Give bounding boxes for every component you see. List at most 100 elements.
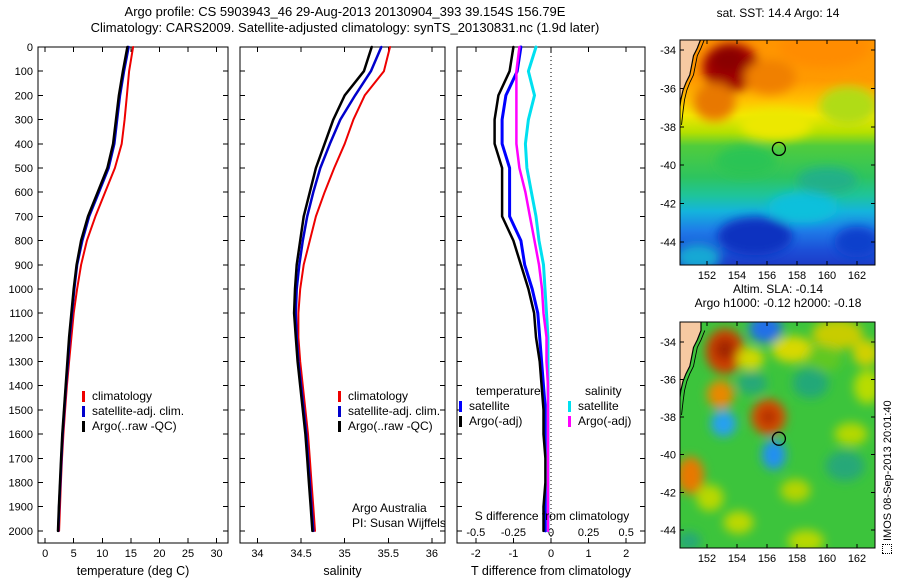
program-name: Argo Australia (352, 501, 427, 515)
svg-text:0.5: 0.5 (619, 527, 634, 539)
legend-label: Argo(..raw -QC) (348, 419, 433, 433)
svg-text:0: 0 (27, 42, 33, 54)
svg-text:160: 160 (818, 270, 836, 282)
legend-label: Argo(..raw -QC) (92, 419, 177, 433)
svg-text:-34: -34 (660, 45, 676, 57)
svg-text:156: 156 (758, 553, 776, 565)
program-pi: PI: Susan Wijffels (352, 515, 446, 530)
argo-line-swatch (82, 421, 85, 432)
program-annotation: Argo Australia PI: Susan Wijffels (352, 501, 446, 530)
imos-logo-glyph (882, 544, 892, 554)
temperature-profile-panel: 0 5 10 15 20 25 300100200300400500600700800900… (9, 42, 229, 560)
legend-label: climatology (92, 389, 153, 403)
svg-text:-36: -36 (660, 374, 676, 386)
legend-header-temperature: temperature (476, 384, 541, 398)
argo-t-line-swatch (459, 416, 462, 427)
svg-text:-2: -2 (471, 548, 481, 560)
sla-map: 152 154 156 158 160 162 -34 -36 -38 -40 -42 -44 (660, 321, 876, 565)
svg-text:35.5: 35.5 (378, 548, 399, 560)
profile-location-marker (771, 431, 787, 446)
figure-title-line2: Climatology: CARS2009. Satellite-adjuste… (90, 20, 600, 35)
legend-item-climatology: climatology (82, 389, 184, 404)
svg-text:100: 100 (15, 66, 33, 78)
svg-text:160: 160 (818, 553, 836, 565)
legend-item-climatology: climatology (338, 389, 440, 404)
svg-text:1800: 1800 (9, 478, 33, 490)
svg-text:800: 800 (15, 236, 33, 248)
legend-header-salinity: salinity (585, 384, 622, 398)
svg-text:-42: -42 (660, 487, 676, 499)
sst-map-title: sat. SST: 14.4 Argo: 14 (716, 6, 840, 20)
svg-text:10: 10 (96, 548, 108, 560)
shelf-line (681, 330, 706, 416)
svg-text:-38: -38 (660, 412, 676, 424)
legend-label: satellite (578, 399, 619, 413)
svg-text:1500: 1500 (9, 405, 33, 417)
svg-text:-44: -44 (660, 237, 676, 249)
svg-text:-0.25: -0.25 (501, 527, 526, 539)
svg-text:300: 300 (15, 115, 33, 127)
legend-label: satellite-adj. clim. (348, 404, 441, 418)
legend-label: satellite-adj. clim. (92, 404, 185, 418)
difference-profile-panel: -2 -1 0 1 2 -0.5 -0.25 0 0.25 0.5 (456, 45, 646, 560)
svg-text:34.5: 34.5 (290, 548, 311, 560)
svg-text:2000: 2000 (9, 526, 33, 538)
svg-text:400: 400 (15, 139, 33, 151)
satellite-adj-line-swatch (338, 406, 341, 417)
svg-text:34: 34 (251, 548, 263, 560)
svg-text:1300: 1300 (9, 357, 33, 369)
svg-text:-36: -36 (660, 83, 676, 95)
svg-text:35: 35 (339, 548, 351, 560)
svg-text:-44: -44 (660, 525, 676, 537)
imos-credit-text: IMOS 08-Sep-2013 20:01:40 (882, 400, 894, 541)
svg-text:5: 5 (71, 548, 77, 560)
legend-label: climatology (348, 389, 409, 403)
satellite-t-line-swatch (459, 401, 462, 412)
svg-text:0.25: 0.25 (578, 527, 599, 539)
svg-text:15: 15 (125, 548, 137, 560)
figure-title-line1: Argo profile: CS 5903943_46 29-Aug-2013 … (124, 4, 566, 19)
argo-adj--series-line (515, 45, 550, 533)
temperature-axis-label: temperature (deg C) (76, 564, 190, 578)
svg-text:700: 700 (15, 211, 33, 223)
climatology-series-line (297, 46, 391, 532)
argo-raw-qc--series-line (56, 45, 129, 533)
svg-text:900: 900 (15, 260, 33, 272)
shelf-line (681, 40, 705, 125)
sst-map: 152 154 156 158 160 162 -34 -36 -38 -40 -42 -44 (660, 39, 876, 282)
svg-text:500: 500 (15, 163, 33, 175)
svg-text:152: 152 (698, 270, 716, 282)
temperature-panel-legend: climatology satellite-adj. clim. Argo(..… (82, 389, 184, 434)
svg-text:158: 158 (788, 270, 806, 282)
legend-item-satellite-adj: satellite-adj. clim. (338, 404, 440, 419)
svg-text:1400: 1400 (9, 381, 33, 393)
climatology-line-swatch (82, 391, 85, 402)
legend-item-argo: Argo(..raw -QC) (82, 419, 184, 434)
satellite-s-line-swatch (568, 401, 571, 412)
svg-text:0: 0 (548, 527, 554, 539)
coastline (680, 322, 702, 402)
svg-text:30: 30 (210, 548, 222, 560)
svg-text:20: 20 (153, 548, 165, 560)
svg-text:152: 152 (698, 553, 716, 565)
argo-s-line-swatch (568, 416, 571, 427)
svg-text:1900: 1900 (9, 502, 33, 514)
legend-label: satellite (469, 399, 510, 413)
svg-text:2: 2 (623, 548, 629, 560)
svg-text:-42: -42 (660, 199, 676, 211)
svg-text:600: 600 (15, 187, 33, 199)
svg-text:154: 154 (728, 270, 746, 282)
svg-text:154: 154 (728, 553, 746, 565)
svg-text:1600: 1600 (9, 429, 33, 441)
legend-label: Argo(-adj) (469, 414, 523, 428)
legend-item-argo-s: Argo(-adj) (568, 414, 631, 429)
climatology-line-swatch (338, 391, 341, 402)
svg-text:-0.5: -0.5 (466, 527, 485, 539)
argo-line-swatch (338, 421, 341, 432)
imos-credit: IMOS 08-Sep-2013 20:01:40 (882, 302, 894, 554)
svg-text:1000: 1000 (9, 284, 33, 296)
legend-item-satellite-s: satellite (568, 399, 631, 414)
sla-map-title-line2: Argo h1000: -0.12 h2000: -0.18 (694, 296, 862, 310)
svg-text:162: 162 (848, 553, 866, 565)
